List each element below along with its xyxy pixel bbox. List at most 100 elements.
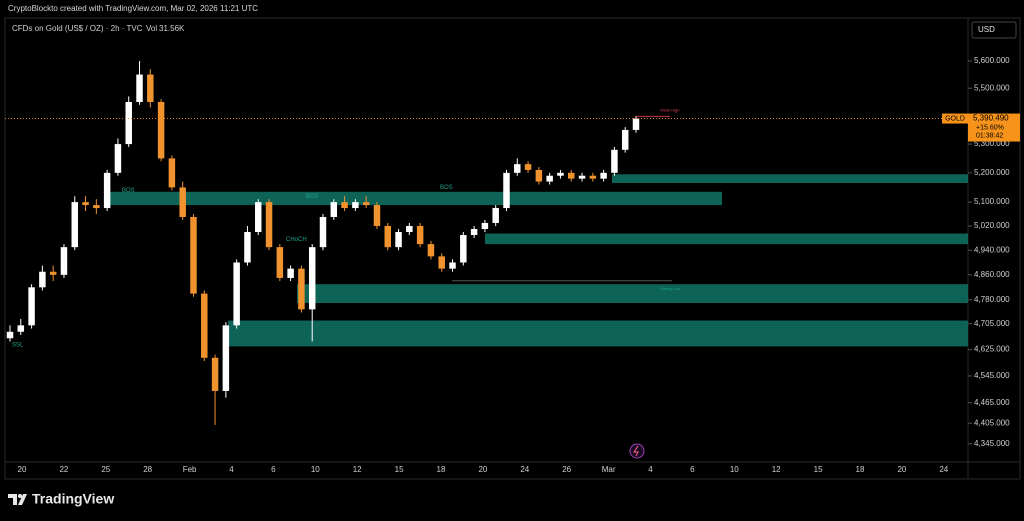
- price-tag-change: +15.60%: [976, 124, 1004, 131]
- x-tick-label: 20: [18, 465, 27, 474]
- candle-body: [136, 74, 143, 102]
- logo-mark: [8, 494, 27, 505]
- brand-logo: [8, 494, 27, 505]
- candle-body: [103, 172, 111, 209]
- symbol-tag: [942, 113, 968, 124]
- x-tick-label: 18: [437, 465, 446, 474]
- x-tick-label: 24: [520, 465, 529, 474]
- x-tick-label: 26: [562, 465, 571, 474]
- price-tag-value: 5,390.490: [973, 114, 1009, 123]
- alert-bolt: [632, 445, 639, 457]
- currency: USD: [978, 25, 995, 34]
- symbol: CFDs on Gold (US$ / OZ) · 2h · TVC: [12, 24, 143, 33]
- x-tick-label: 6: [271, 465, 276, 474]
- candle-body: [71, 202, 78, 248]
- candle-body: [568, 172, 575, 179]
- candle-body: [211, 357, 219, 391]
- zone: [108, 191, 722, 206]
- x-tick-label: 18: [856, 465, 865, 474]
- candle-body: [427, 244, 435, 257]
- candle-body: [514, 164, 521, 173]
- y-tick-label: 4,545.000: [974, 371, 1010, 380]
- y-tick-label: 4,940.000: [974, 245, 1010, 254]
- candle-body: [470, 228, 478, 236]
- candle-body: [352, 202, 359, 209]
- y-tick-label: 5,020.000: [974, 221, 1010, 230]
- annotation: SSL: [12, 342, 24, 348]
- candle-body: [546, 175, 553, 182]
- candle-body: [287, 268, 294, 278]
- x-tick-label: Mar: [602, 465, 616, 474]
- y-tick-label: 5,300.000: [974, 139, 1010, 148]
- x-tick-label: 15: [814, 465, 823, 474]
- volume: 31.56K: [159, 24, 185, 33]
- candle-body: [157, 101, 165, 159]
- x-tick-label: 20: [478, 465, 487, 474]
- candle-body: [298, 268, 305, 310]
- candle-body: [201, 293, 208, 358]
- x-tick-label: 20: [897, 465, 906, 474]
- price-tag-countdown: 01:38:42: [976, 132, 1003, 139]
- candle-body: [492, 208, 499, 223]
- annotation: Strong Low: [660, 286, 680, 291]
- y-tick-label: 4,705.000: [974, 319, 1010, 328]
- candle-body: [395, 231, 402, 248]
- candle-body: [557, 172, 564, 176]
- annotation: BOS: [306, 194, 319, 200]
- candle-body: [578, 175, 586, 179]
- candle-body: [438, 256, 445, 269]
- volume-label: Vol: [146, 24, 157, 33]
- candle-body: [449, 262, 456, 269]
- candle-body: [93, 205, 100, 209]
- logo-dot: [18, 494, 22, 498]
- attribution: CryptoBlockto created with TradingView.c…: [8, 4, 258, 13]
- y-tick-label: 4,780.000: [974, 295, 1010, 304]
- candle-body: [168, 158, 176, 188]
- alert-icon[interactable]: [629, 443, 645, 459]
- zone: [297, 284, 968, 304]
- candle-body: [114, 144, 122, 173]
- candle-body: [481, 222, 489, 229]
- x-tick-label: 6: [690, 465, 695, 474]
- candle-body: [190, 216, 197, 294]
- x-tick-label: 10: [730, 465, 739, 474]
- candle-body: [589, 175, 597, 179]
- candle-body: [222, 325, 230, 391]
- candle-body: [82, 202, 89, 206]
- candle-body: [17, 325, 25, 332]
- zone: [485, 233, 968, 245]
- candle-body: [233, 262, 240, 326]
- candle-body: [39, 271, 46, 288]
- annotation: CHoCH: [286, 237, 307, 243]
- y-tick-label: 5,100.000: [974, 197, 1010, 206]
- y-tick-label: 5,200.000: [974, 168, 1010, 177]
- y-tick-label: 4,860.000: [974, 270, 1010, 279]
- zone: [612, 174, 968, 184]
- y-tick-label: 5,500.000: [974, 83, 1010, 92]
- candle-body: [632, 118, 640, 130]
- candle-body: [373, 205, 381, 226]
- y-tick-label: 4,465.000: [974, 398, 1010, 407]
- y-tick-label: 4,405.000: [974, 418, 1010, 427]
- x-tick-label: 24: [939, 465, 948, 474]
- currency-box[interactable]: [971, 21, 1017, 39]
- y-tick-label: 4,625.000: [974, 345, 1010, 354]
- x-tick-label: Feb: [183, 465, 197, 474]
- annotation: BOS: [122, 188, 135, 194]
- candle-body: [308, 247, 316, 310]
- candle-body: [255, 202, 262, 232]
- candle-body: [600, 172, 607, 179]
- x-tick-label: 10: [311, 465, 320, 474]
- annotation: BOS: [440, 185, 453, 191]
- price-tag: [968, 113, 1020, 142]
- candle-body: [319, 216, 327, 248]
- x-tick-label: 22: [59, 465, 68, 474]
- candle-body: [6, 331, 14, 339]
- x-tick-label: 12: [353, 465, 362, 474]
- brand: TradingView: [32, 491, 114, 507]
- y-tick-label: 5,600.000: [974, 56, 1010, 65]
- frame: [4, 17, 1021, 480]
- candle-body: [384, 225, 391, 248]
